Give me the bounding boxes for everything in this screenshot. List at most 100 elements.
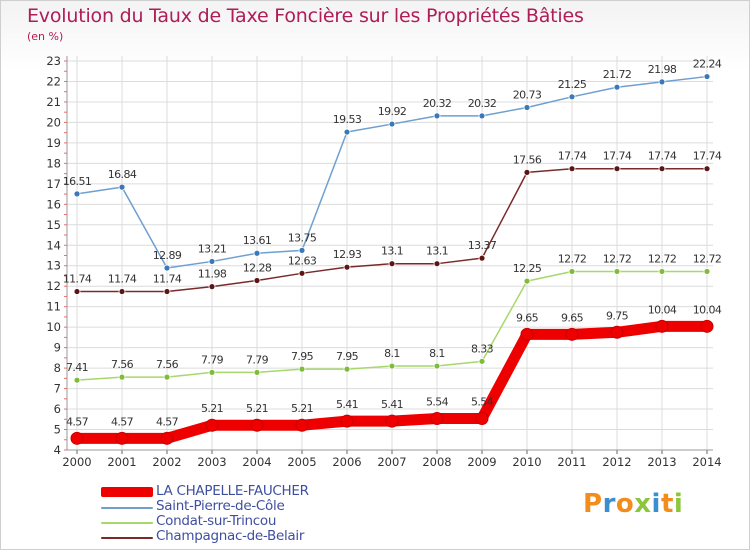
data-point: [568, 268, 576, 275]
data-label: 13.37: [468, 239, 497, 252]
data-point: [433, 362, 441, 370]
series-2: [73, 268, 711, 384]
data-label: 13.61: [243, 234, 272, 247]
data-labels: 4.57 4.57 4.57 5.21 5.21 5.21 5.41 5.41 5.54 5.54…: [63, 58, 723, 429]
data-point: [433, 260, 441, 268]
data-point: [568, 165, 576, 173]
data-point: [118, 373, 126, 381]
data-label: 4.57: [156, 415, 179, 428]
proxiti-logo: Proxiti: [583, 489, 683, 519]
data-label: 12.89: [153, 249, 182, 262]
data-point: [208, 283, 216, 291]
data-label: 20.73: [513, 88, 542, 101]
data-point: [475, 411, 489, 425]
data-point: [298, 269, 306, 277]
data-point: [118, 183, 126, 191]
data-label: 9.65: [561, 311, 584, 324]
data-point: [205, 418, 219, 432]
data-point: [478, 254, 486, 262]
data-point: [298, 246, 306, 254]
y-tick-label: 9: [54, 341, 61, 355]
legend-swatch: [101, 522, 153, 524]
data-point: [163, 288, 171, 295]
data-label: 5.41: [336, 398, 358, 411]
data-point: [658, 268, 666, 275]
data-label: 11.74: [63, 273, 92, 286]
data-label: 10.04: [648, 303, 677, 316]
data-point: [163, 264, 171, 272]
y-tick-label: 11: [46, 300, 61, 314]
x-tick-label: 2007: [377, 455, 406, 469]
data-label: 7.41: [66, 361, 88, 374]
data-label: 22.24: [693, 58, 722, 71]
data-label: 8.33: [471, 342, 494, 355]
data-point: [478, 112, 486, 120]
data-label: 11.74: [108, 273, 137, 286]
data-label: 17.74: [558, 150, 587, 163]
data-point: [565, 327, 579, 341]
data-point: [70, 431, 84, 445]
data-label: 17.74: [648, 150, 677, 163]
data-label: 16.51: [63, 175, 92, 188]
data-label: 21.25: [558, 78, 587, 91]
data-point: [160, 431, 174, 445]
x-tick-label: 2014: [692, 455, 721, 469]
x-tick-label: 2003: [197, 455, 226, 469]
y-tick-label: 7: [54, 382, 61, 396]
data-point: [253, 249, 261, 257]
data-label: 12.28: [243, 261, 272, 274]
x-tick-label: 2010: [512, 455, 541, 469]
data-label: 8.1: [384, 347, 400, 360]
data-label: 21.98: [648, 63, 677, 76]
x-tick-label: 2009: [467, 455, 496, 469]
data-label: 8.1: [429, 347, 445, 360]
data-point: [430, 411, 444, 425]
data-point: [73, 190, 81, 198]
unit-label: (en %): [27, 30, 64, 43]
x-tick-label: 2013: [647, 455, 676, 469]
y-tick-label: 15: [46, 218, 61, 232]
data-point: [343, 365, 351, 373]
data-label: 5.54: [426, 395, 449, 408]
series-3: [73, 165, 711, 295]
data-label: 11.98: [198, 268, 227, 281]
data-label: 13.21: [198, 242, 227, 255]
data-label: 19.53: [333, 113, 362, 126]
data-label: 12.72: [603, 252, 632, 265]
data-label: 21.72: [603, 68, 632, 81]
y-tick-label: 12: [46, 279, 61, 293]
x-tick-label: 2011: [557, 455, 586, 469]
x-tick-label: 2005: [287, 455, 316, 469]
data-label: 17.56: [513, 153, 542, 166]
legend-label: Condat-sur-Trincou: [156, 513, 277, 529]
series-0: [70, 319, 714, 445]
data-point: [700, 319, 714, 333]
data-label: 5.54: [471, 395, 494, 408]
data-label: 5.41: [381, 398, 403, 411]
data-point: [340, 414, 354, 428]
data-label: 7.56: [111, 358, 134, 371]
data-label: 13.75: [288, 231, 317, 244]
series-layer: [70, 73, 714, 445]
y-tick-label: 14: [46, 238, 61, 252]
data-point: [523, 277, 531, 285]
data-point: [610, 325, 624, 339]
data-point: [523, 168, 531, 176]
data-label: 12.63: [288, 254, 317, 267]
y-tick-label: 13: [46, 259, 61, 273]
axes: 4 5 6 7 8 9 10 11 12 13 14 15 16 17 18 19 20 21 22 23 2000 20…: [46, 54, 721, 469]
logo-letter: r: [602, 489, 616, 519]
data-point: [343, 128, 351, 136]
data-point: [163, 373, 171, 381]
data-label: 20.32: [423, 97, 452, 110]
legend-label: LA CHAPELLE-FAUCHER: [156, 483, 309, 499]
logo-letter: t: [660, 489, 674, 519]
data-point: [208, 258, 216, 265]
data-point: [703, 73, 711, 80]
data-point: [115, 431, 129, 445]
data-label: 5.21: [246, 402, 268, 415]
legend-swatch: [101, 487, 153, 497]
legend-label: Saint-Pierre-de-Côle: [156, 498, 285, 514]
y-tick-label: 5: [54, 423, 61, 437]
data-label: 13.1: [426, 245, 448, 258]
